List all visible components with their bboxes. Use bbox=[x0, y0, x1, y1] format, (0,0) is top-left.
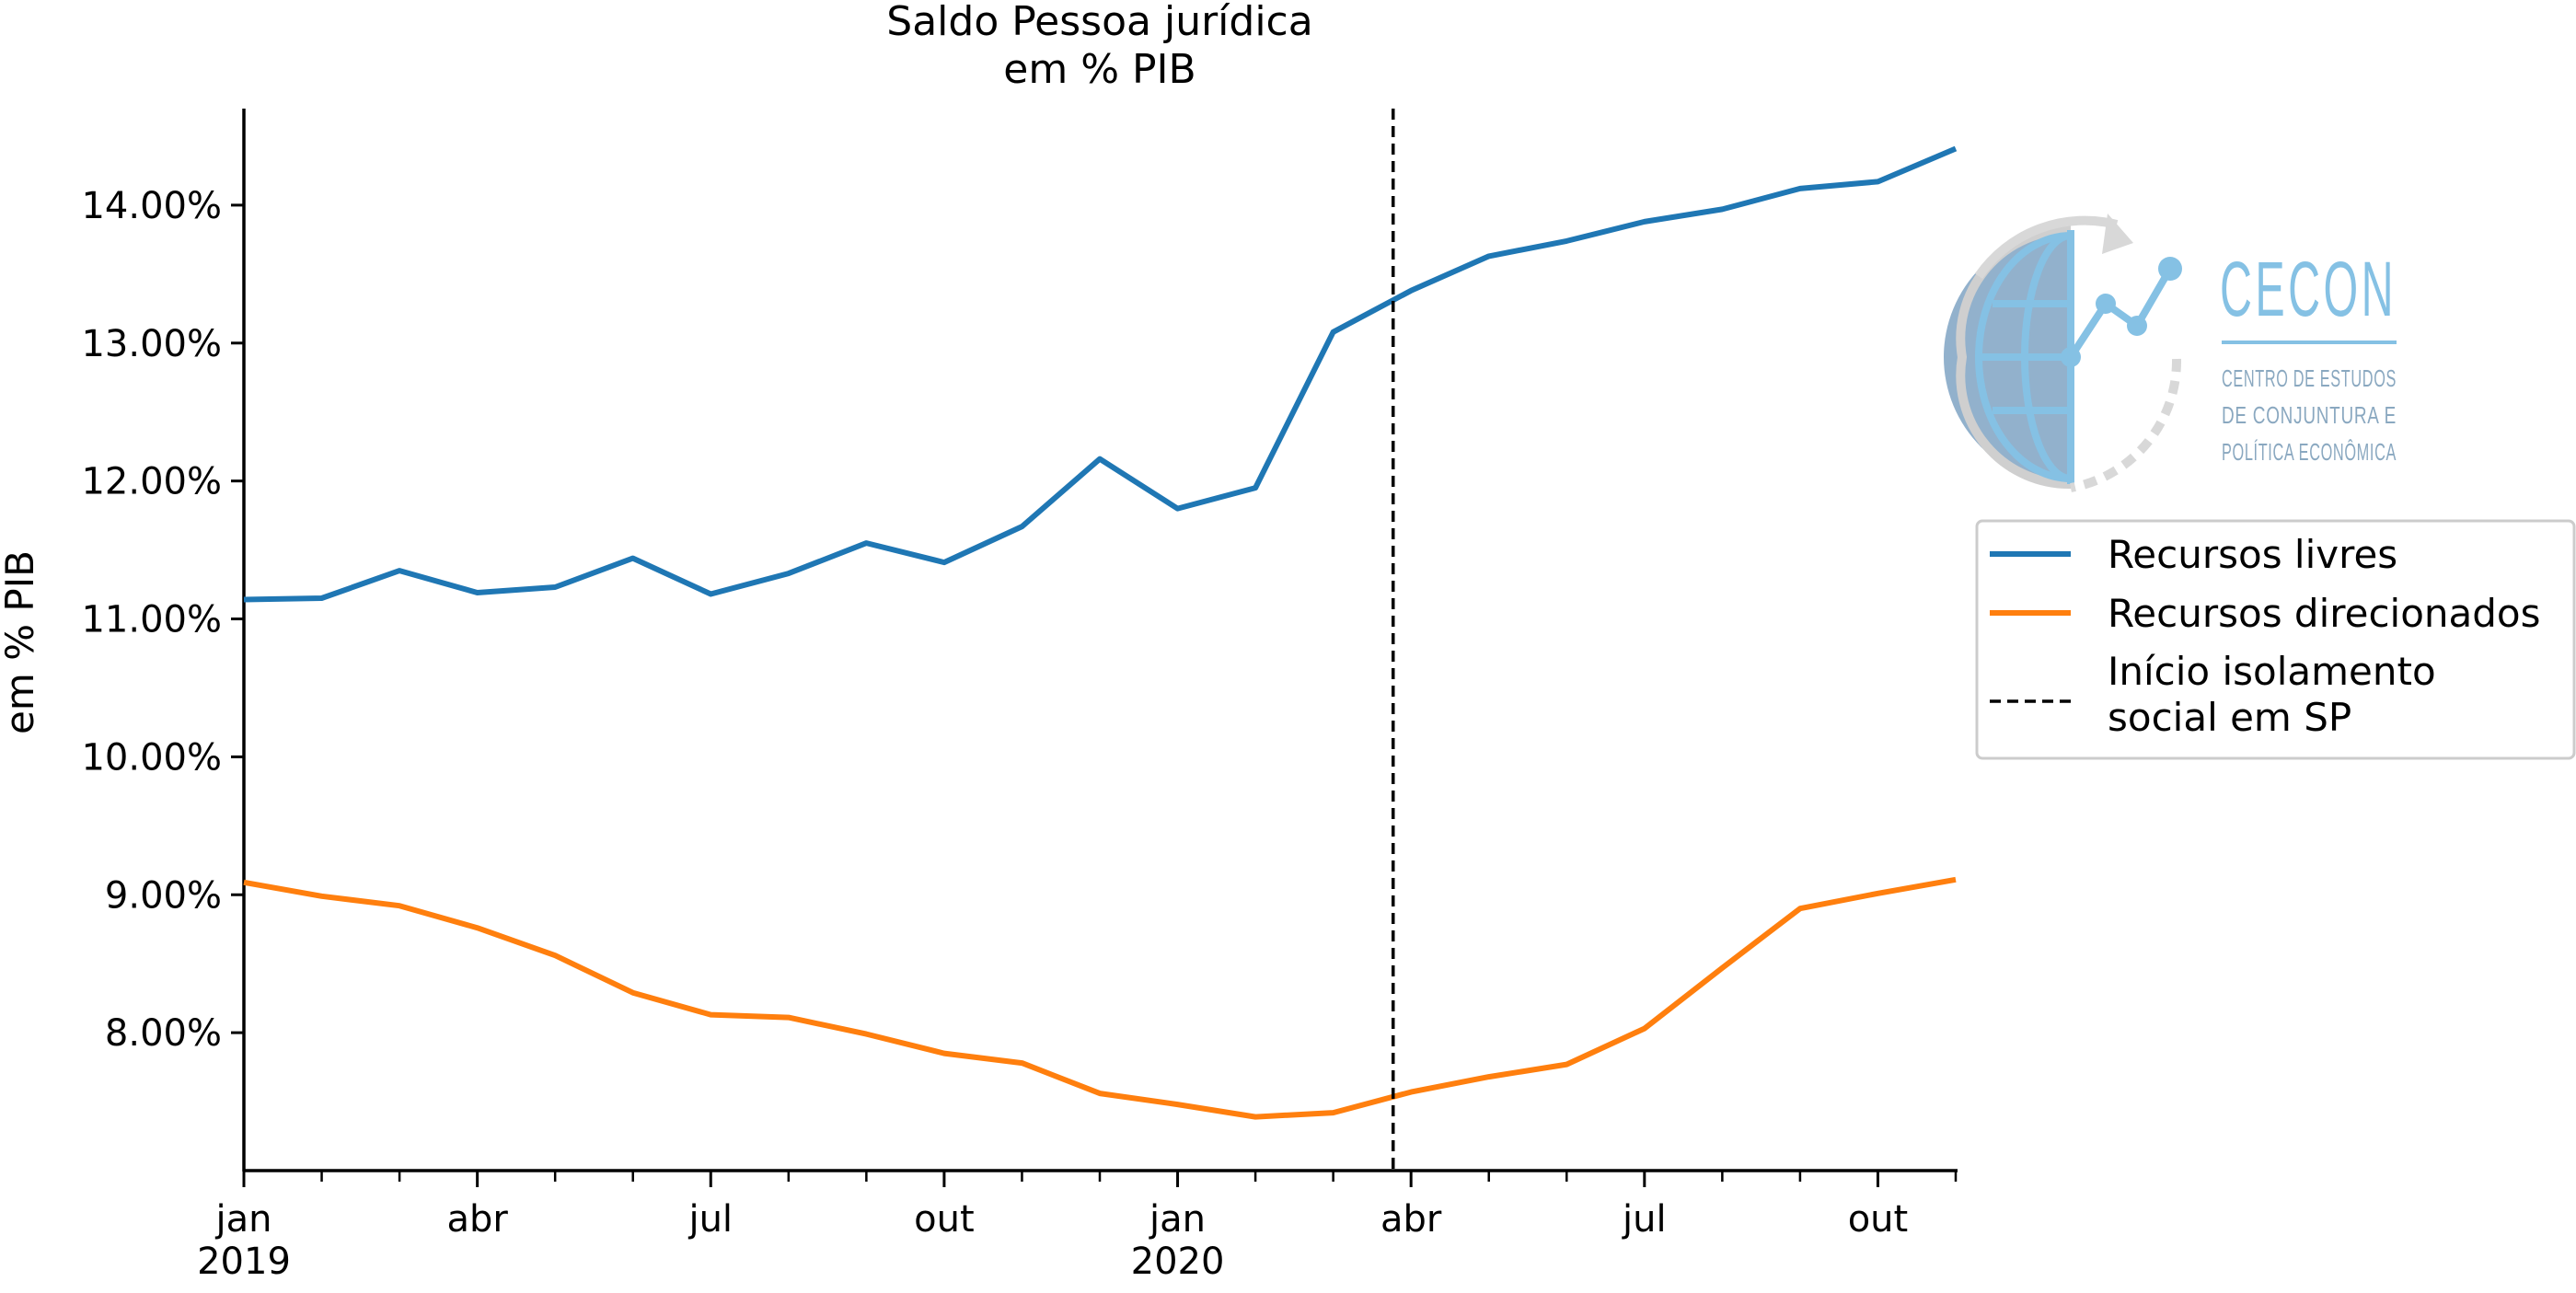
logo-line-2: DE CONJUNTURA E bbox=[2222, 401, 2397, 429]
y-tick-label: 10.00% bbox=[81, 736, 222, 779]
x-tick-label: jan bbox=[215, 1198, 272, 1241]
series-line-recursos-livres bbox=[243, 145, 1958, 603]
y-tick-label: 11.00% bbox=[81, 599, 222, 641]
y-tick-label: 12.00% bbox=[81, 461, 222, 503]
x-tick-label: jan bbox=[1149, 1198, 1206, 1241]
logo-line-3: POLÍTICA ECONÔMICA bbox=[2222, 438, 2397, 466]
x-tick-label: out bbox=[1848, 1198, 1909, 1241]
x-tick-label: jul bbox=[687, 1198, 733, 1241]
y-tick-label: 13.00% bbox=[81, 323, 222, 365]
globe-icon bbox=[1944, 214, 2182, 492]
legend-item-recursos-direcionados-label: Recursos direcionados bbox=[2108, 591, 2541, 636]
x-tick-label: out bbox=[914, 1198, 975, 1241]
plot-area: 8.00% 9.00% 10.00% 11.00% 12.00% 13.00% 14.00%… bbox=[81, 109, 1958, 1283]
x-tick-label: jul bbox=[1622, 1198, 1667, 1241]
legend-item-isolamento-label-line: Início isolamento bbox=[2108, 649, 2436, 694]
chart-title: Saldo Pessoa jurídica bbox=[886, 0, 1312, 45]
legend: Recursos livres Recursos direcionados Iníc… bbox=[1975, 519, 2576, 760]
y-axis-label: em % PIB bbox=[0, 550, 42, 734]
series-line-recursos-direcionados bbox=[243, 876, 1957, 1120]
chart-subtitle: em % PIB bbox=[1003, 46, 1196, 93]
y-tick-label: 8.00% bbox=[105, 1012, 222, 1055]
logo-title: CECON bbox=[2220, 246, 2397, 332]
legend-item-isolamento-label-line: social em SP bbox=[2108, 695, 2351, 740]
cecon-logo: CECON CENTRO DE ESTUDOS DE CONJUNTURA E … bbox=[1944, 214, 2397, 492]
legend-box bbox=[1975, 519, 2576, 760]
x-tick-label: abr bbox=[446, 1198, 508, 1241]
x-tick-year-label: 2019 bbox=[197, 1241, 291, 1283]
x-tick-label: abr bbox=[1380, 1198, 1442, 1241]
logo-line-1: CENTRO DE ESTUDOS bbox=[2222, 364, 2397, 392]
x-tick-year-label: 2020 bbox=[1131, 1241, 1225, 1283]
legend-item-recursos-livres-label: Recursos livres bbox=[2108, 532, 2397, 577]
y-tick-label: 14.00% bbox=[81, 185, 222, 227]
y-tick-label: 9.00% bbox=[105, 874, 222, 917]
